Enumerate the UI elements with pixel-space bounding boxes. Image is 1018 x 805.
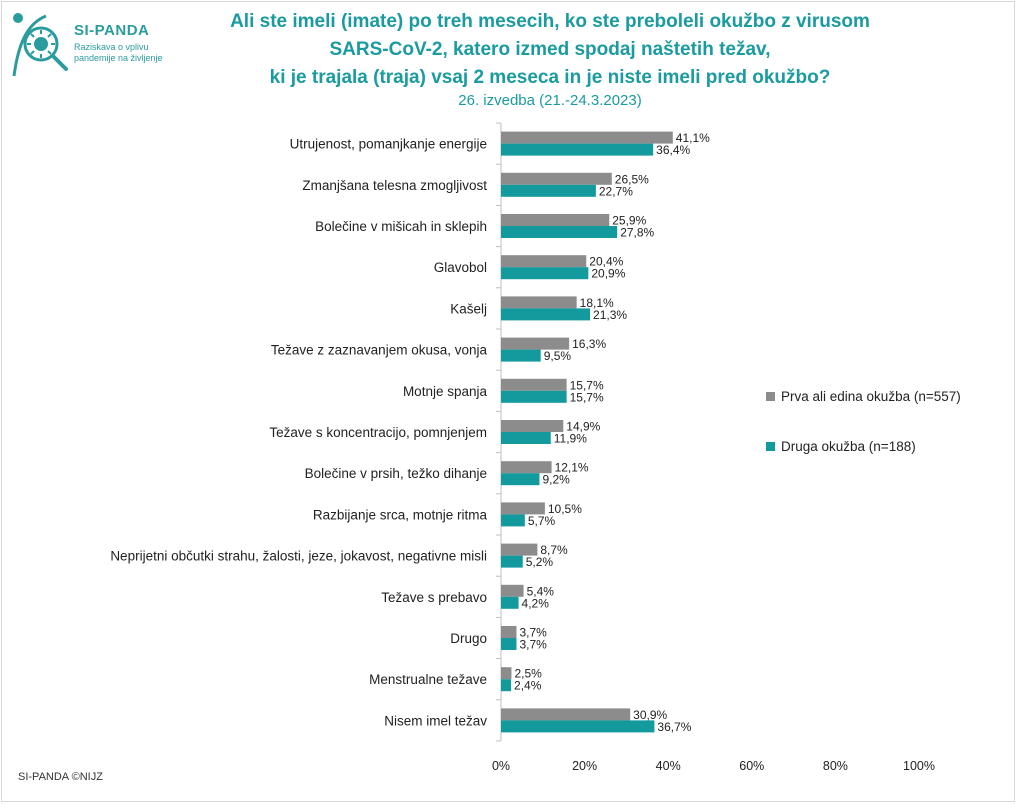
logo-tagline: Raziskava o vplivu pandemije na življenj… [74,42,163,63]
bar-series-1 [501,626,517,638]
chart-subtitle: 26. izvedba (21.-24.3.2023) [458,92,642,109]
data-label-series-1: 25,9% [612,214,646,228]
bar-series-2 [501,638,517,650]
category-label: Bolečine v mišicah in sklepih [315,219,487,234]
x-tick-label: 20% [572,759,597,773]
bar-series-1 [501,584,524,597]
category-label: Utrujenost, pomanjkanje energije [290,137,487,152]
category-label: Neprijetni občutki strahu, žalosti, jeze… [110,549,487,564]
bar-series-1 [501,172,612,185]
bar-series-2 [501,184,596,197]
data-label-series-2: 36,4% [656,143,690,157]
bar-series-2 [501,679,512,692]
footer-credit: SI-PANDA ©NIJZ [18,771,103,783]
bar-series-2 [501,720,655,733]
bar-series-1 [501,667,512,680]
logo: SI-PANDA Raziskava o vplivu pandemije na… [6,6,176,84]
data-label-series-2: 4,2% [522,596,550,610]
bar-series-2 [501,555,523,568]
bar-series-1 [501,337,570,350]
category-label: Menstrualne težave [369,672,487,687]
data-label-series-2: 2,4% [514,679,542,693]
category-label: Zmanjšana telesna zmogljivost [302,178,487,193]
bar-series-1 [501,461,552,474]
bar-series-2 [501,267,589,280]
bar-series-2 [501,514,525,527]
bar-series-1 [501,378,567,391]
chart-title-line-2: SARS-CoV-2, katero izmed spodaj naštetih… [329,39,771,60]
bar-series-2 [501,349,541,362]
logo-icon [12,13,68,77]
data-label-series-2: 15,7% [570,390,604,404]
data-label-series-2: 9,2% [542,473,570,487]
data-label-series-1: 3,7% [519,626,547,640]
category-label: Glavobol [434,260,487,275]
x-tick-label: 60% [739,759,764,773]
data-label-series-1: 30,9% [633,708,667,722]
bar-series-2 [501,596,519,609]
data-label-series-2: 20,9% [591,267,625,281]
category-label: Nisem imel težav [384,713,487,728]
data-label-series-1: 16,3% [572,337,606,351]
bar-series-1 [501,131,673,144]
x-tick-label: 40% [656,759,681,773]
logo-title: SI-PANDA [74,22,150,39]
data-label-series-2: 27,8% [620,226,654,240]
x-tick-label: 100% [903,759,935,773]
bar-series-2 [501,226,618,238]
bar-series-2 [501,308,591,321]
chart-title-line-3: ki je trajala (traja) vsaj 2 meseca in j… [269,67,831,88]
category-label: Motnje spanja [403,384,488,399]
data-label-series-2: 11,9% [554,432,587,446]
x-tick-label: 0% [492,759,510,773]
data-label-series-2: 5,7% [528,514,556,528]
data-label-series-1: 12,1% [555,461,589,475]
bar-series-1 [501,255,587,268]
category-label: Drugo [450,631,487,646]
data-label-series-1: 18,1% [580,296,614,310]
data-label-series-1: 2,5% [514,667,542,681]
bar-series-2 [501,390,567,403]
data-label-series-1: 14,9% [566,420,600,434]
data-label-series-1: 5,4% [527,584,555,598]
legend-label-series-2: Druga okužba (n=188) [781,439,916,454]
bar-series-1 [501,502,545,515]
legend-swatch-series-1 [766,392,775,401]
bar-series-2 [501,143,654,156]
data-label-series-1: 41,1% [676,131,710,145]
category-label: Bolečine v prsih, težko dihanje [305,466,487,481]
category-label: Kašelj [450,301,487,316]
data-label-series-2: 22,7% [599,184,633,198]
x-tick-label: 80% [823,759,848,773]
chart-title: Ali ste imeli (imate) po treh mesecih, k… [180,8,920,92]
bar-series-2 [501,473,540,486]
category-label: Težave s koncentracijo, pomnjenjem [269,425,487,440]
category-label: Težave z zaznavanjem okusa, vonja [271,343,488,358]
data-label-series-1: 20,4% [589,255,623,269]
data-label-series-1: 8,7% [540,543,568,557]
category-label: Težave s prebavo [381,590,487,605]
bar-series-1 [501,543,538,556]
data-label-series-1: 15,7% [570,378,604,392]
data-label-series-2: 9,5% [544,349,572,363]
bar-series-1 [501,708,631,721]
data-label-series-2: 21,3% [593,308,627,322]
data-label-series-1: 26,5% [615,172,649,186]
bar-series-1 [501,296,577,309]
data-label-series-2: 3,7% [519,638,547,652]
bar-series-2 [501,432,551,444]
category-label: Razbijanje srca, motnje ritma [313,507,488,522]
data-label-series-2: 36,7% [657,720,691,734]
chart-title-line-1: Ali ste imeli (imate) po treh mesecih, k… [230,11,870,32]
legend-swatch-series-2 [766,442,775,451]
data-label-series-1: 10,5% [548,502,582,516]
bar-series-1 [501,420,564,432]
bar-series-1 [501,214,610,226]
legend-label-series-1: Prva ali edina okužba (n=557) [781,389,961,404]
data-label-series-2: 5,2% [526,555,554,569]
